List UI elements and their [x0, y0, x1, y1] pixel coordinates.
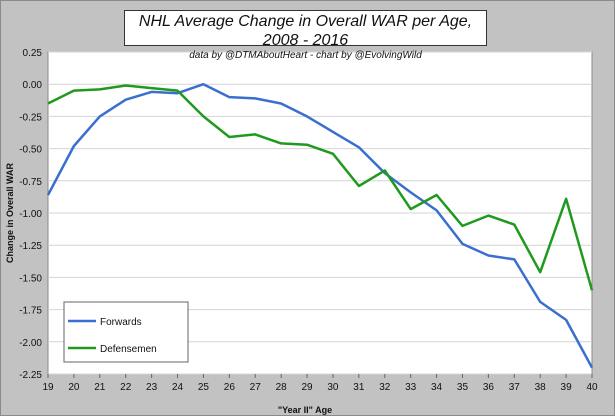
x-tick-label: 36 [483, 382, 495, 393]
y-tick-label: -1.50 [19, 273, 42, 284]
legend: Forwards Defensemen [63, 301, 189, 363]
y-tick-label: -2.00 [19, 338, 42, 349]
x-tick-label: 39 [561, 382, 573, 393]
x-tick-label: 28 [276, 382, 288, 393]
series-line-forwards [46, 82, 594, 369]
y-tick-label: -1.00 [19, 209, 42, 220]
y-tick-label: -0.25 [19, 112, 42, 123]
title-box: NHL Average Change in Overall WAR per Ag… [124, 10, 487, 61]
legend-label-defensemen: Defensemen [100, 344, 157, 355]
y-tick-label: -1.75 [19, 306, 42, 317]
x-tick-label: 27 [250, 382, 262, 393]
series-lines [46, 82, 594, 369]
chart-subtitle: data by @DTMAboutHeart - chart by @Evolv… [189, 50, 422, 61]
y-tick-label: -2.25 [19, 370, 42, 381]
x-tick-label: 37 [509, 382, 521, 393]
x-tick-labels: 19 20 21 22 23 24 25 26 27 28 29 30 31 32 33 34 35 36 37 38… [42, 374, 598, 393]
y-tick-label: 0.00 [23, 80, 43, 91]
y-tick-labels: 0.25 0.00 -0.25 -0.50 -0.75 -1.00 -1.25 -1.50 -1… [19, 48, 42, 381]
x-tick-label: 29 [301, 382, 313, 393]
x-tick-label: 32 [379, 382, 391, 393]
y-axis-label: Change in Overall WAR [5, 162, 15, 263]
series-line-defensemen [47, 84, 594, 291]
x-tick-label: 26 [224, 382, 236, 393]
x-tick-label: 33 [405, 382, 417, 393]
x-tick-label: 23 [146, 382, 158, 393]
x-tick-label: 25 [198, 382, 210, 393]
y-tick-label: 0.25 [23, 48, 43, 59]
x-axis-label: "Year II" Age [278, 405, 332, 415]
y-tick-label: -1.25 [19, 241, 42, 252]
x-tick-label: 30 [327, 382, 339, 393]
x-tick-label: 40 [586, 382, 598, 393]
y-tick-label: -0.50 [19, 145, 42, 156]
x-tick-label: 22 [120, 382, 132, 393]
grid-lines [48, 51, 592, 375]
x-tick-label: 24 [172, 382, 184, 393]
chart-title: NHL Average Change in Overall WAR per Ag… [138, 13, 473, 49]
x-tick-label: 35 [457, 382, 469, 393]
x-tick-label: 38 [535, 382, 547, 393]
x-tick-label: 31 [353, 382, 365, 393]
x-tick-label: 19 [42, 382, 54, 393]
x-tick-label: 21 [94, 382, 106, 393]
legend-box [63, 301, 189, 363]
y-tick-label: -0.75 [19, 177, 42, 188]
x-tick-label: 20 [68, 382, 80, 393]
x-tick-label: 34 [431, 382, 443, 393]
legend-label-forwards: Forwards [100, 317, 142, 328]
